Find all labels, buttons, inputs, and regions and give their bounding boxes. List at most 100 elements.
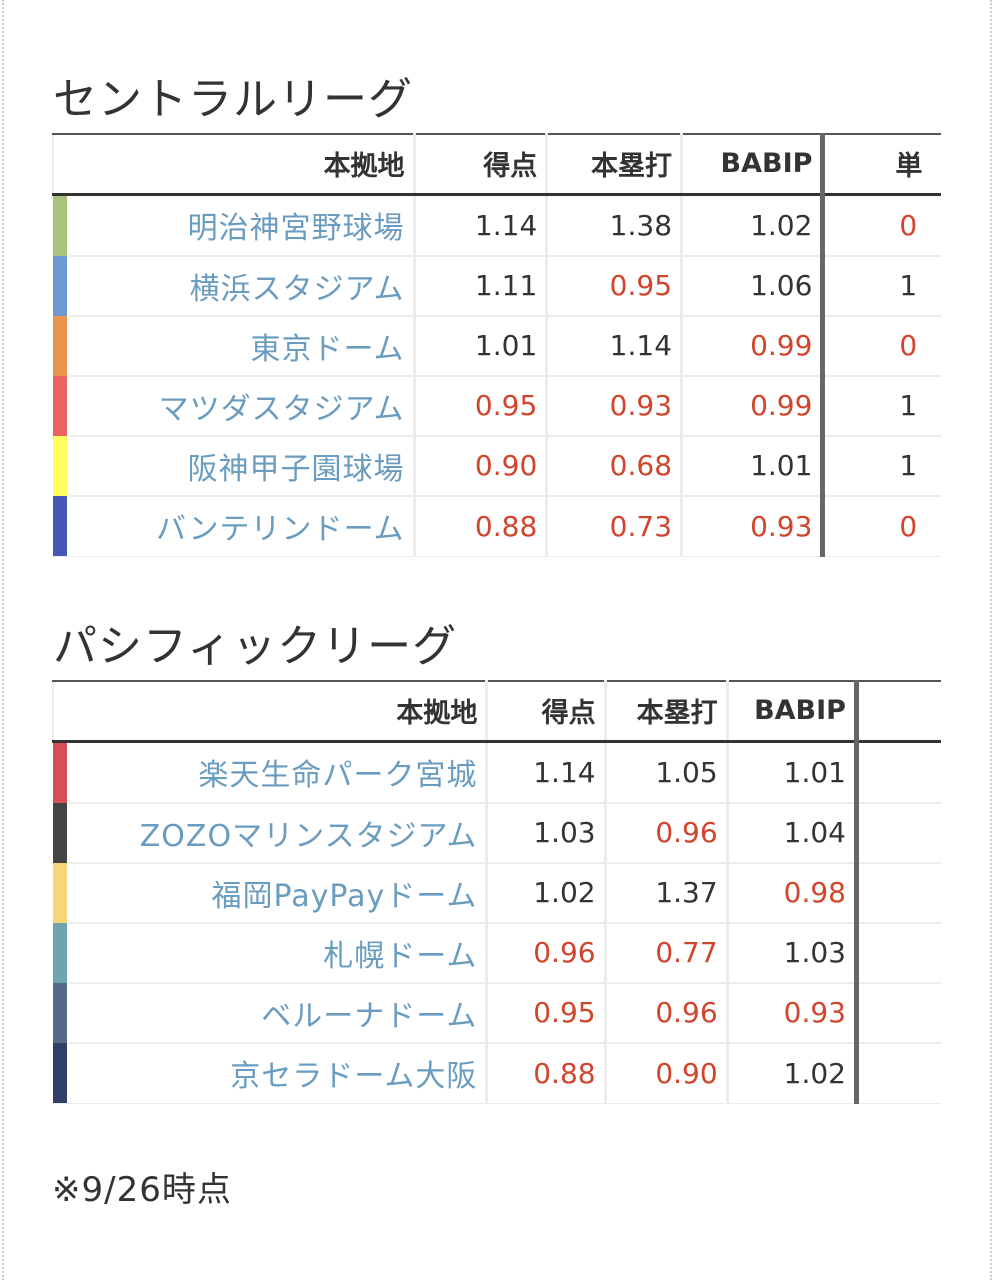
table-row: ZOZOマリンスタジアム 1.03 0.96 1.04 (53, 802, 941, 864)
runs-value: 1.14 (414, 194, 549, 257)
table-row: バンテリンドーム 0.88 0.73 0.93 0 (53, 495, 941, 557)
team-color-bar (53, 922, 67, 983)
table-row: 札幌ドーム 0.96 0.77 1.03 (53, 922, 941, 984)
next-column-cell (856, 1042, 941, 1104)
team-color-cell (53, 375, 69, 436)
column-header-hr: 本塁打 (605, 680, 729, 743)
hr-value: 1.14 (546, 315, 684, 377)
park-name: 明治神宮野球場 (68, 194, 416, 257)
hr-value: 1.37 (605, 862, 729, 924)
hr-value: 1.05 (605, 741, 729, 804)
single-value: 1 (822, 255, 941, 317)
park-name: 札幌ドーム (68, 922, 489, 984)
runs-value: 1.01 (414, 315, 549, 377)
table-row: 東京ドーム 1.01 1.14 0.99 0 (53, 315, 941, 377)
park-name: バンテリンドーム (68, 495, 416, 557)
park-name: 横浜スタジアム (68, 255, 416, 317)
team-color-cell (53, 862, 69, 923)
table-row: マツダスタジアム 0.95 0.93 0.99 1 (53, 375, 941, 437)
babip-value: 1.02 (681, 194, 826, 257)
park-name: 阪神甲子園球場 (68, 435, 416, 497)
column-header-babip: BABIP (727, 680, 859, 743)
hr-value: 0.95 (546, 255, 684, 317)
team-color-cell (53, 922, 69, 983)
team-color-bar (53, 375, 67, 436)
team-color-bar (53, 435, 67, 496)
team-color-cell (53, 255, 69, 316)
runs-value: 1.14 (486, 741, 607, 804)
team-color-cell (53, 1042, 69, 1104)
team-color-bar (53, 802, 67, 863)
pacific-park-factor-table: 本拠地 得点 本塁打 BABIP 楽天生命パーク宮城 1.14 1.05 1.01 ZO… (52, 680, 941, 1104)
babip-value: 1.02 (727, 1042, 859, 1104)
hr-value: 1.38 (546, 194, 684, 257)
next-column-cell (856, 982, 941, 1044)
team-color-bar (53, 315, 67, 376)
hr-value: 0.96 (605, 982, 729, 1044)
team-color-bar (53, 195, 67, 256)
babip-value: 0.93 (681, 495, 826, 557)
hr-value: 0.96 (605, 802, 729, 864)
team-color-cell (53, 315, 69, 376)
runs-value: 0.90 (414, 435, 549, 497)
team-color-bar (53, 742, 67, 803)
park-name: 福岡PayPayドーム (68, 862, 489, 924)
single-value: 0 (822, 495, 941, 557)
hr-value: 0.90 (605, 1042, 729, 1104)
babip-value: 1.04 (727, 802, 859, 864)
next-column-cell (856, 741, 941, 804)
babip-value: 1.01 (681, 435, 826, 497)
team-color-bar (53, 862, 67, 923)
runs-value: 0.95 (486, 982, 607, 1044)
page-border-left (2, 0, 4, 1280)
hr-value: 0.73 (546, 495, 684, 557)
next-column-cell (856, 802, 941, 864)
central-header-row: 本拠地 得点 本塁打 BABIP 単 (52, 133, 941, 196)
central-table-container: 本拠地 得点 本塁打 BABIP 単 明治神宮野球場 1.14 1.38 1.02 0 横… (52, 133, 941, 557)
runs-value: 0.95 (414, 375, 549, 437)
table-row: 明治神宮野球場 1.14 1.38 1.02 0 (53, 194, 941, 257)
page-border-right (990, 0, 992, 1280)
runs-value: 1.02 (486, 862, 607, 924)
team-color-cell (53, 802, 69, 863)
column-header-single: 単 (822, 133, 941, 196)
single-value: 1 (822, 375, 941, 437)
team-color-cell (53, 741, 69, 803)
column-header-park: 本拠地 (52, 680, 489, 743)
park-name: 京セラドーム大阪 (68, 1042, 489, 1104)
column-header-hr: 本塁打 (546, 133, 684, 196)
team-color-cell (53, 982, 69, 1043)
pacific-header-row: 本拠地 得点 本塁打 BABIP (52, 680, 941, 743)
table-row: 楽天生命パーク宮城 1.14 1.05 1.01 (53, 741, 941, 804)
column-header-babip: BABIP (681, 133, 826, 196)
runs-value: 1.03 (486, 802, 607, 864)
team-color-cell (53, 194, 69, 256)
hr-value: 0.68 (546, 435, 684, 497)
babip-value: 0.93 (727, 982, 859, 1044)
runs-value: 0.88 (414, 495, 549, 557)
park-name: ベルーナドーム (68, 982, 489, 1044)
babip-value: 1.03 (727, 922, 859, 984)
park-name: 楽天生命パーク宮城 (68, 741, 489, 804)
team-color-cell (53, 435, 69, 496)
table-row: 横浜スタジアム 1.11 0.95 1.06 1 (53, 255, 941, 317)
table-row: 福岡PayPayドーム 1.02 1.37 0.98 (53, 862, 941, 924)
runs-value: 0.88 (486, 1042, 607, 1104)
park-name: 東京ドーム (68, 315, 416, 377)
team-color-bar (53, 982, 67, 1043)
table-row: 阪神甲子園球場 0.90 0.68 1.01 1 (53, 435, 941, 497)
central-league-title: セントラルリーグ (53, 74, 413, 125)
babip-value: 0.99 (681, 315, 826, 377)
next-column-cell (856, 922, 941, 984)
park-name: マツダスタジアム (68, 375, 416, 437)
park-name: ZOZOマリンスタジアム (68, 802, 489, 864)
babip-value: 0.98 (727, 862, 859, 924)
team-color-bar (53, 495, 67, 555)
as-of-note: ※9/26時点 (52, 1170, 232, 1210)
team-color-cell (53, 495, 69, 557)
pacific-league-title: パシフィックリーグ (53, 621, 458, 672)
team-color-bar (53, 1042, 67, 1102)
hr-value: 0.93 (546, 375, 684, 437)
runs-value: 1.11 (414, 255, 549, 317)
next-column-cell (856, 862, 941, 924)
